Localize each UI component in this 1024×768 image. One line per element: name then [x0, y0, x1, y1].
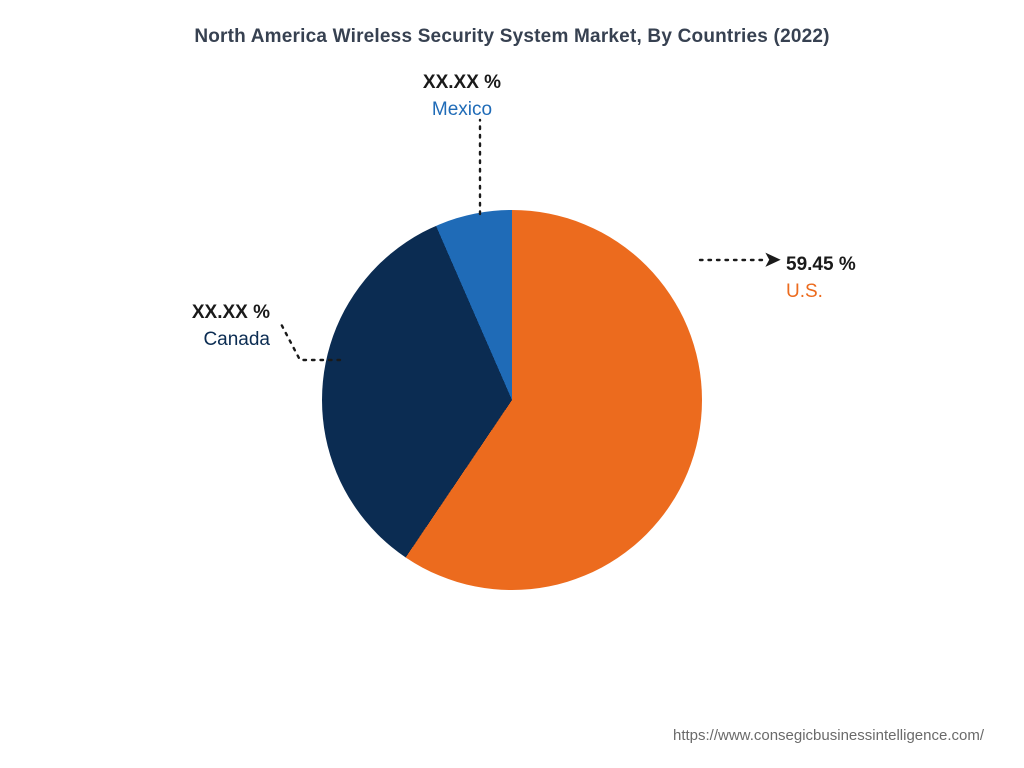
callout-canada-label: Canada — [192, 327, 270, 354]
callout-us: 59.45 % U.S. — [786, 252, 856, 305]
callout-us-label: U.S. — [786, 279, 856, 306]
footer-url: https://www.consegicbusinessintelligence… — [673, 727, 984, 744]
callout-mexico: XX.XX % Mexico — [423, 70, 501, 123]
arrow-us-icon: ➤ — [764, 247, 781, 272]
callout-us-pct: 59.45 % — [786, 252, 856, 279]
callout-mexico-pct: XX.XX % — [423, 70, 501, 97]
pie-chart — [322, 210, 702, 590]
callout-mexico-label: Mexico — [423, 97, 501, 124]
callout-canada: XX.XX % Canada — [192, 300, 270, 353]
pie-disk — [322, 210, 702, 590]
callout-canada-pct: XX.XX % — [192, 300, 270, 327]
chart-title: North America Wireless Security System M… — [0, 26, 1024, 48]
